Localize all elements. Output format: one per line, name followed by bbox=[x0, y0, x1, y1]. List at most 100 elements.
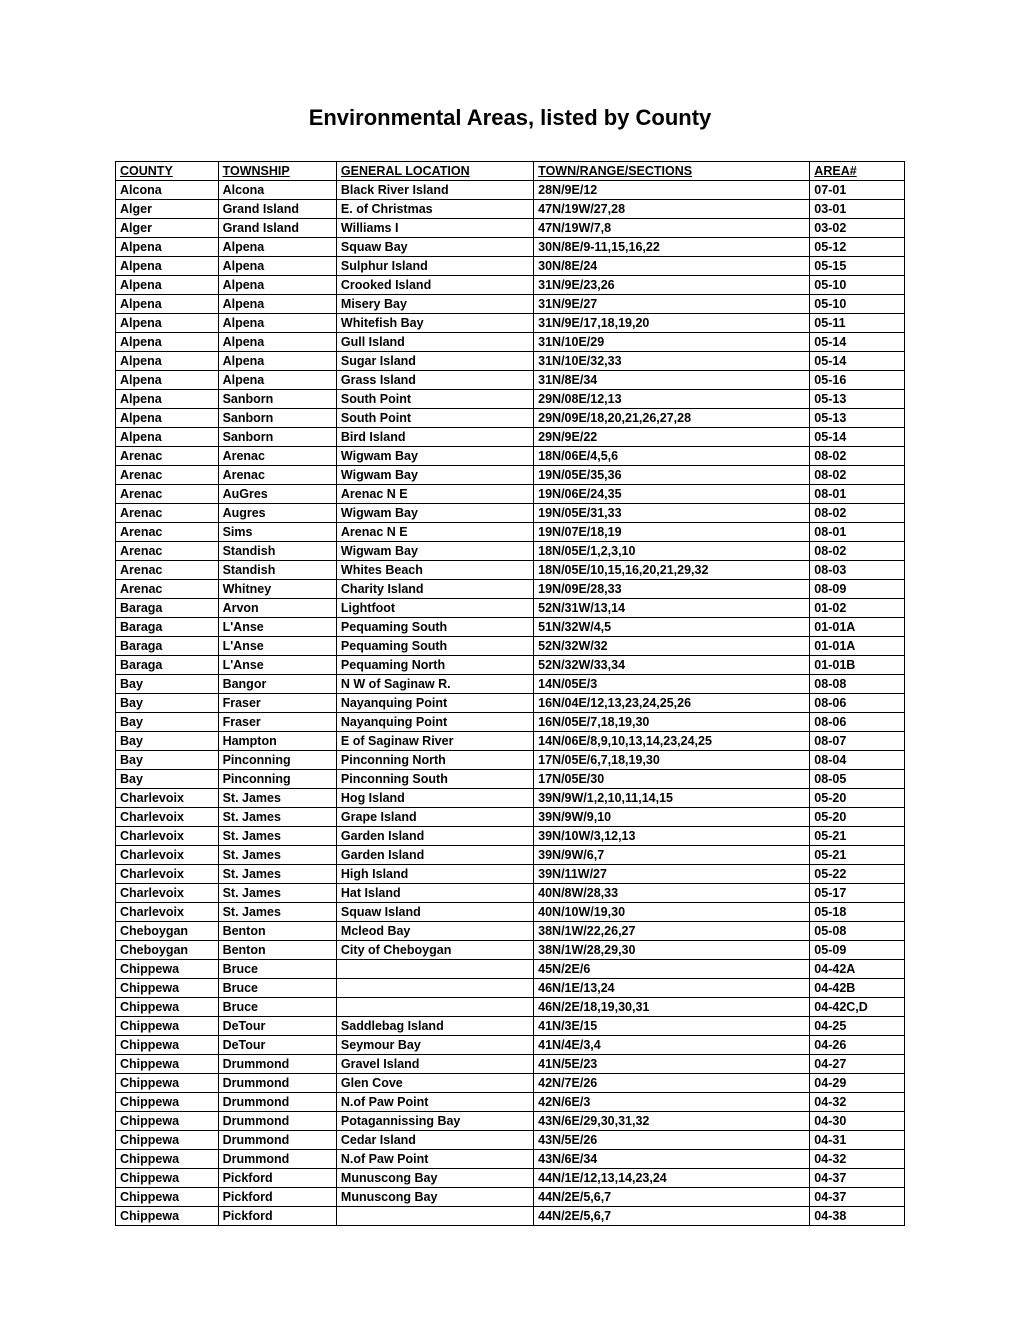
table-cell: Arvon bbox=[218, 599, 336, 618]
table-cell: 05-14 bbox=[810, 333, 905, 352]
table-cell: 05-13 bbox=[810, 409, 905, 428]
table-cell: 04-26 bbox=[810, 1036, 905, 1055]
table-cell: Lightfoot bbox=[336, 599, 533, 618]
table-cell: 52N/32W/32 bbox=[534, 637, 810, 656]
table-cell: Drummond bbox=[218, 1150, 336, 1169]
table-cell: 04-32 bbox=[810, 1150, 905, 1169]
table-row: ArenacArenacWigwam Bay18N/06E/4,5,608-02 bbox=[116, 447, 905, 466]
table-cell: 51N/32W/4,5 bbox=[534, 618, 810, 637]
table-row: ChippewaPickford44N/2E/5,6,704-38 bbox=[116, 1207, 905, 1226]
table-cell: Potagannissing Bay bbox=[336, 1112, 533, 1131]
table-cell: Sims bbox=[218, 523, 336, 542]
table-header-row: COUNTYTOWNSHIPGENERAL LOCATIONTOWN/RANGE… bbox=[116, 162, 905, 181]
table-cell: 04-37 bbox=[810, 1188, 905, 1207]
table-cell: Baraga bbox=[116, 637, 219, 656]
table-cell: 05-15 bbox=[810, 257, 905, 276]
table-cell: Drummond bbox=[218, 1131, 336, 1150]
table-row: ChippewaDrummondN.of Paw Point43N/6E/340… bbox=[116, 1150, 905, 1169]
table-cell: E. of Christmas bbox=[336, 200, 533, 219]
col-header: GENERAL LOCATION bbox=[336, 162, 533, 181]
table-cell: 14N/06E/8,9,10,13,14,23,24,25 bbox=[534, 732, 810, 751]
table-cell: St. James bbox=[218, 884, 336, 903]
table-cell: 05-11 bbox=[810, 314, 905, 333]
table-cell: Charlevoix bbox=[116, 865, 219, 884]
table-cell: 08-02 bbox=[810, 466, 905, 485]
table-cell: Chippewa bbox=[116, 1074, 219, 1093]
table-cell: 19N/07E/18,19 bbox=[534, 523, 810, 542]
table-cell: Charlevoix bbox=[116, 808, 219, 827]
table-cell: 05-17 bbox=[810, 884, 905, 903]
table-row: ChippewaBruce45N/2E/604-42A bbox=[116, 960, 905, 979]
table-cell: 04-25 bbox=[810, 1017, 905, 1036]
table-cell: Pickford bbox=[218, 1188, 336, 1207]
table-cell: Drummond bbox=[218, 1055, 336, 1074]
table-cell: Arenac bbox=[116, 504, 219, 523]
table-cell: 05-10 bbox=[810, 276, 905, 295]
table-cell: 08-06 bbox=[810, 694, 905, 713]
table-cell: 08-04 bbox=[810, 751, 905, 770]
table-cell: 17N/05E/6,7,18,19,30 bbox=[534, 751, 810, 770]
table-cell: 07-01 bbox=[810, 181, 905, 200]
table-cell: 31N/9E/27 bbox=[534, 295, 810, 314]
table-cell: Wigwam Bay bbox=[336, 542, 533, 561]
table-cell: Benton bbox=[218, 922, 336, 941]
table-cell: St. James bbox=[218, 789, 336, 808]
table-row: CharlevoixSt. JamesHigh Island39N/11W/27… bbox=[116, 865, 905, 884]
table-cell: 01-01B bbox=[810, 656, 905, 675]
table-cell: 08-02 bbox=[810, 504, 905, 523]
table-cell: 29N/9E/22 bbox=[534, 428, 810, 447]
table-header: COUNTYTOWNSHIPGENERAL LOCATIONTOWN/RANGE… bbox=[116, 162, 905, 181]
table-cell: Cheboygan bbox=[116, 941, 219, 960]
table-cell: Pinconning South bbox=[336, 770, 533, 789]
table-cell: Arenac bbox=[218, 447, 336, 466]
table-body: AlconaAlconaBlack River Island28N/9E/120… bbox=[116, 181, 905, 1226]
table-cell: Nayanquing Point bbox=[336, 694, 533, 713]
table-cell: Black River Island bbox=[336, 181, 533, 200]
table-cell: Chippewa bbox=[116, 1131, 219, 1150]
table-cell: Charlevoix bbox=[116, 903, 219, 922]
table-cell: Alpena bbox=[116, 238, 219, 257]
table-cell: Alpena bbox=[116, 409, 219, 428]
table-cell bbox=[336, 1207, 533, 1226]
table-cell: Alpena bbox=[116, 333, 219, 352]
table-cell: 41N/5E/23 bbox=[534, 1055, 810, 1074]
table-row: BayPinconningPinconning South17N/05E/300… bbox=[116, 770, 905, 789]
table-cell: Chippewa bbox=[116, 1036, 219, 1055]
table-row: ArenacStandishWigwam Bay18N/05E/1,2,3,10… bbox=[116, 542, 905, 561]
table-cell: 46N/1E/13,24 bbox=[534, 979, 810, 998]
table-cell: Glen Cove bbox=[336, 1074, 533, 1093]
table-cell: 05-08 bbox=[810, 922, 905, 941]
table-row: CheboyganBentonCity of Cheboygan38N/1W/2… bbox=[116, 941, 905, 960]
table-cell: Baraga bbox=[116, 618, 219, 637]
table-row: AlpenaAlpenaWhitefish Bay31N/9E/17,18,19… bbox=[116, 314, 905, 333]
table-cell: 31N/10E/32,33 bbox=[534, 352, 810, 371]
table-cell: Alpena bbox=[116, 257, 219, 276]
table-cell: Chippewa bbox=[116, 1112, 219, 1131]
table-cell: Arenac bbox=[116, 485, 219, 504]
table-cell: Bay bbox=[116, 713, 219, 732]
table-cell: Bay bbox=[116, 732, 219, 751]
table-cell: 08-08 bbox=[810, 675, 905, 694]
table-cell: Grand Island bbox=[218, 219, 336, 238]
table-cell: Arenac bbox=[116, 447, 219, 466]
table-cell: 47N/19W/7,8 bbox=[534, 219, 810, 238]
table-cell: Sulphur Island bbox=[336, 257, 533, 276]
table-cell: 46N/2E/18,19,30,31 bbox=[534, 998, 810, 1017]
table-cell: 42N/7E/26 bbox=[534, 1074, 810, 1093]
table-cell: Alpena bbox=[116, 390, 219, 409]
table-cell: DeTour bbox=[218, 1036, 336, 1055]
table-cell: 52N/32W/33,34 bbox=[534, 656, 810, 675]
table-cell: Wigwam Bay bbox=[336, 466, 533, 485]
table-cell: 16N/05E/7,18,19,30 bbox=[534, 713, 810, 732]
table-cell: 05-22 bbox=[810, 865, 905, 884]
table-cell: 04-42B bbox=[810, 979, 905, 998]
table-row: ArenacAugresWigwam Bay19N/05E/31,3308-02 bbox=[116, 504, 905, 523]
table-cell: 05-16 bbox=[810, 371, 905, 390]
table-cell: 41N/4E/3,4 bbox=[534, 1036, 810, 1055]
table-cell: Arenac bbox=[116, 561, 219, 580]
table-cell: 39N/11W/27 bbox=[534, 865, 810, 884]
table-cell bbox=[336, 960, 533, 979]
table-cell: AuGres bbox=[218, 485, 336, 504]
table-cell: Squaw Bay bbox=[336, 238, 533, 257]
table-cell: 29N/09E/18,20,21,26,27,28 bbox=[534, 409, 810, 428]
